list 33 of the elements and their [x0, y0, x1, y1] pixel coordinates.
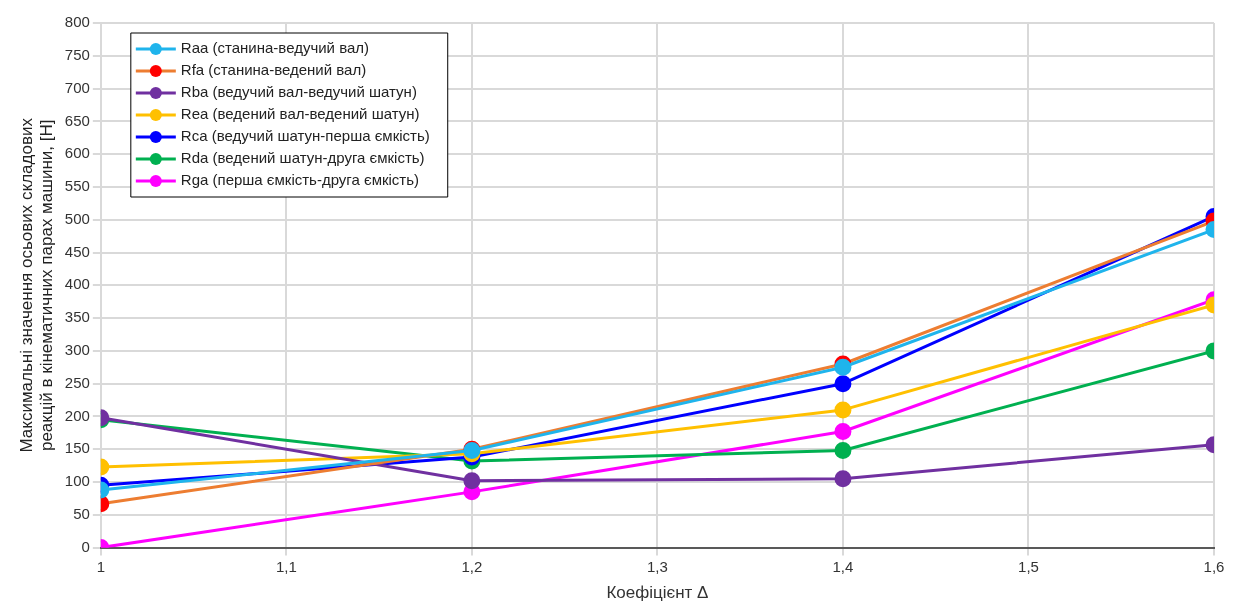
- x-tick-label: 1,1: [275, 557, 297, 575]
- y-tick-label: 500: [64, 209, 90, 227]
- y-tick-label: 700: [64, 78, 90, 96]
- y-tick-label: 100: [64, 472, 90, 490]
- y-tick-label: 600: [64, 144, 90, 162]
- y-tick-label: 50: [73, 504, 90, 522]
- y-tick-label: 250: [64, 373, 90, 391]
- y-tick-label: 450: [64, 242, 90, 260]
- y-tick-label: 150: [64, 439, 90, 457]
- legend-label: Rga (перша ємкість-друга ємкість): [180, 171, 420, 189]
- legend-label: Rfa (станина-ведений вал): [180, 61, 367, 79]
- y-tick-label: 400: [64, 275, 90, 293]
- y-tick-label: 200: [64, 406, 90, 424]
- x-tick-label: 1: [96, 557, 105, 575]
- x-tick-label: 1,4: [832, 557, 854, 575]
- y-tick-label: 650: [64, 111, 90, 129]
- y-axis-title: Максимальні значення осьових складових реакцій в кінематичних парах машини, [Н]: [16, 117, 57, 453]
- legend-label: Rea (ведений вал-ведений шатун): [180, 105, 420, 123]
- x-tick-label: 1,6: [1203, 557, 1225, 575]
- legend-label: Raa (станина-ведучий вал): [180, 39, 370, 57]
- y-tick-label: 350: [64, 308, 90, 326]
- y-tick-label: 550: [64, 177, 90, 195]
- x-tick-label: 1,3: [646, 557, 668, 575]
- x-tick-label: 1,2: [461, 557, 483, 575]
- legend-label: Rda (ведений шатун-друга ємкість): [180, 149, 425, 167]
- x-axis-title: Коефіцієнт Δ: [606, 583, 709, 603]
- y-tick-label: 800: [64, 13, 90, 31]
- y-tick-label: 750: [64, 45, 90, 63]
- x-tick-label: 1,5: [1018, 557, 1039, 575]
- y-tick-label: 0: [81, 537, 90, 555]
- y-tick-label: 300: [64, 341, 90, 359]
- legend-label: Rca (ведучий шатун-перша ємкість): [180, 127, 430, 145]
- legend-label: Rba (ведучий вал-ведучий шатун): [180, 83, 417, 101]
